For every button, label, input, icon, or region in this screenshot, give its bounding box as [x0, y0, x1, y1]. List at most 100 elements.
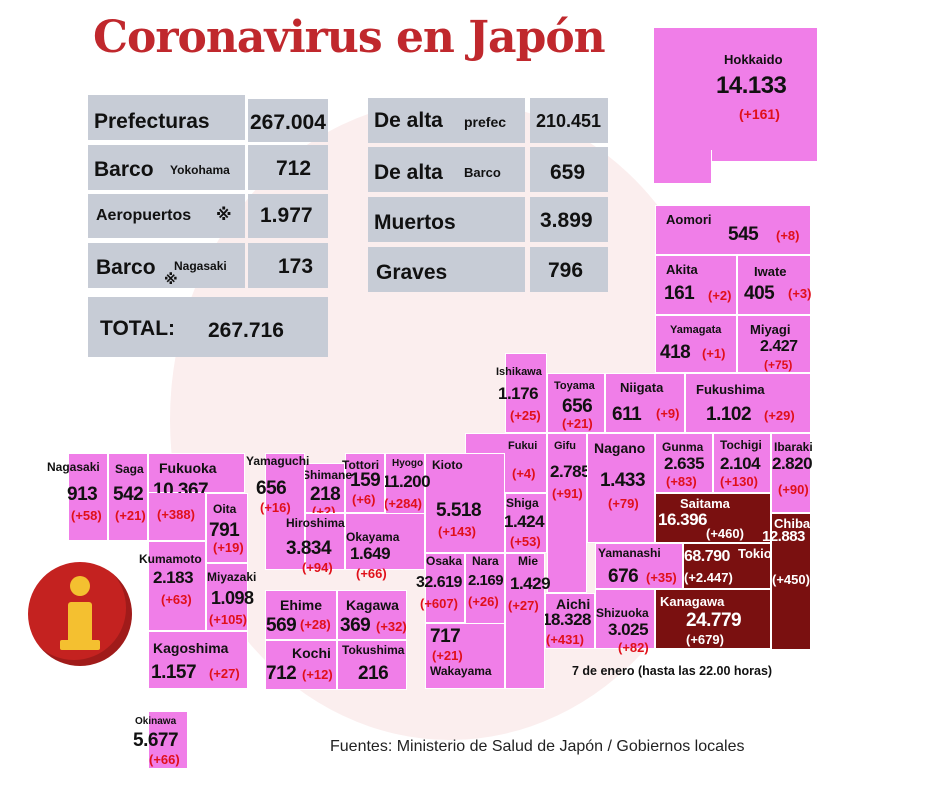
- prefecture-change: (+27): [209, 666, 240, 681]
- prefecture-change: (+1): [702, 346, 726, 361]
- prefecture-change: (+143): [438, 524, 476, 539]
- prefecture-change: (+3): [788, 286, 812, 301]
- prefecture-name: Aichi: [556, 596, 591, 612]
- prefecture-name: Shimane: [302, 468, 353, 482]
- stat-total: TOTAL: 267.716: [88, 297, 328, 357]
- prefecture-name: Kanagawa: [660, 594, 725, 609]
- prefecture-name: Tochigi: [720, 438, 762, 452]
- prefecture-miyagi: Miyagi 2.427 (+75): [737, 315, 811, 373]
- prefecture-change: (+29): [764, 408, 795, 423]
- prefecture-value: 2.169: [468, 572, 504, 589]
- prefecture-gunma: Gunma 2.635 (+83): [655, 433, 713, 493]
- prefecture-wakayama: 717 (+21) Wakayama: [425, 623, 505, 689]
- prefecture-change: (+460): [706, 526, 744, 541]
- prefecture-name: Gifu: [554, 440, 576, 452]
- prefecture-change: (+4): [512, 466, 536, 481]
- prefecture-name: Gunma: [662, 440, 704, 454]
- prefecture-name: Ibaraki: [774, 440, 813, 454]
- prefecture-name: Shiga: [506, 496, 539, 510]
- prefecture-value: 1.098: [211, 588, 254, 608]
- stat-value-text: 796: [548, 259, 584, 282]
- prefecture-kochi: Kochi 712 (+12): [265, 640, 337, 690]
- prefecture-name: Yamagata: [670, 324, 722, 336]
- prefecture-ishikawa: Ishikawa 1.176 (+25): [496, 353, 547, 433]
- prefecture-change: (+26): [468, 594, 499, 609]
- prefecture-value: 32.619: [416, 574, 462, 591]
- prefecture-name: Aomori: [666, 212, 712, 227]
- prefecture-name: Tokio: [738, 546, 772, 561]
- prefecture-chiba: Chiba 12.883 (+450): [762, 513, 811, 650]
- stat-label-text: Barco: [94, 158, 154, 181]
- prefecture-value: 24.779: [686, 610, 742, 631]
- stat-value-text: 1.977: [260, 204, 313, 227]
- prefecture-change: (+6): [352, 492, 376, 507]
- prefecture-tokio: Tokio 68.790 (+2.447): [683, 543, 772, 589]
- prefecture-change: (+2.447): [684, 570, 733, 585]
- stat-value-text: 210.451: [536, 111, 602, 131]
- prefecture-change: (+91): [552, 486, 583, 501]
- prefecture-miyazaki: Miyazaki 1.098 (+105): [206, 563, 256, 631]
- prefecture-name: Miyagi: [750, 322, 791, 337]
- prefecture-change: (+83): [666, 474, 697, 489]
- stat-value-text: 659: [550, 161, 586, 184]
- prefecture-value: 18.328: [542, 610, 592, 629]
- prefecture-fukuoka-lower: (+388): [148, 493, 206, 541]
- stat-value-text: 267.004: [250, 111, 326, 134]
- prefecture-name: Toyama: [554, 380, 595, 392]
- prefecture-saga: Saga 542 (+21): [108, 453, 148, 541]
- stat-value-text: 3.899: [540, 209, 593, 232]
- prefecture-change: (+12): [302, 667, 333, 682]
- stat-barco-nagasaki-label: Barco ※ Nagasaki: [88, 243, 245, 288]
- prefecture-change: (+21): [115, 508, 146, 523]
- prefecture-name: Tottori: [342, 458, 380, 472]
- prefecture-nagasaki: Nagasaki 913 (+58): [47, 453, 108, 541]
- prefecture-change: (+66): [356, 566, 387, 581]
- prefecture-name: Nagano: [594, 440, 646, 456]
- stat-prefecturas-label: Prefecturas: [88, 95, 245, 140]
- prefecture-change: (+431): [546, 632, 584, 647]
- prefecture-name: Shizuoka: [596, 606, 649, 620]
- prefecture-tochigi: Tochigi 2.104 (+130): [713, 433, 771, 493]
- prefecture-yamaguchi: Yamaguchi 656 (+16): [246, 453, 309, 570]
- prefecture-change: (+66): [149, 752, 180, 767]
- stat-label-text: Barco: [96, 256, 156, 279]
- prefecture-name: Mie: [518, 554, 539, 568]
- stat-label-text: De alta: [374, 109, 443, 132]
- prefecture-name: Okinawa: [135, 716, 177, 727]
- prefecture-value: 791: [209, 520, 240, 541]
- stat-label-text: De alta: [374, 161, 443, 184]
- prefecture-nagano: Nagano 1.433 (+79): [587, 433, 655, 543]
- prefecture-change: (+32): [376, 619, 407, 634]
- date-note: 7 de enero (hasta las 22.00 horas): [572, 664, 773, 678]
- prefecture-change: (+58): [71, 508, 102, 523]
- prefecture-niigata: Niigata 611 (+9): [605, 373, 685, 433]
- prefecture-name: Kagoshima: [153, 640, 229, 656]
- prefecture-value: 11.200: [382, 472, 431, 491]
- prefecture-tottori: Tottori 159 (+6): [342, 453, 385, 513]
- prefecture-change: (+21): [562, 416, 593, 431]
- prefecture-name: Nagasaki: [47, 460, 100, 474]
- prefecture-value: 405: [744, 283, 775, 304]
- prefecture-value: 2.820: [772, 454, 813, 473]
- stat-total-label: TOTAL:: [100, 317, 176, 340]
- prefecture-value: 5.677: [133, 730, 179, 751]
- prefecture-change: (+21): [432, 648, 463, 663]
- prefecture-change: (+53): [510, 534, 541, 549]
- stat-alta-barco-value: 659: [530, 147, 608, 192]
- prefecture-shimane: Shimane 218 (+2): [302, 463, 352, 519]
- stat-label-text: Muertos: [374, 211, 456, 234]
- stat-label-text: Aeropuertos: [96, 207, 192, 224]
- prefecture-value: 569: [266, 615, 297, 636]
- prefecture-value: 676: [608, 566, 639, 587]
- prefecture-okinawa: Okinawa 5.677 (+66): [133, 711, 188, 769]
- stat-total-value: 267.716: [208, 319, 284, 342]
- prefecture-oita: Oita 791 (+19): [206, 493, 248, 563]
- prefecture-name: Miyazaki: [207, 570, 257, 584]
- prefecture-name: Fukuoka: [159, 460, 217, 476]
- prefecture-value: 216: [358, 663, 389, 684]
- prefecture-name: Tokushima: [342, 643, 405, 657]
- prefecture-change: (+25): [510, 408, 541, 423]
- prefecture-name: Fukushima: [696, 382, 765, 397]
- prefecture-hiroshima: Hiroshima 3.834 (+94): [286, 513, 345, 575]
- stat-muertos-value: 3.899: [530, 197, 608, 242]
